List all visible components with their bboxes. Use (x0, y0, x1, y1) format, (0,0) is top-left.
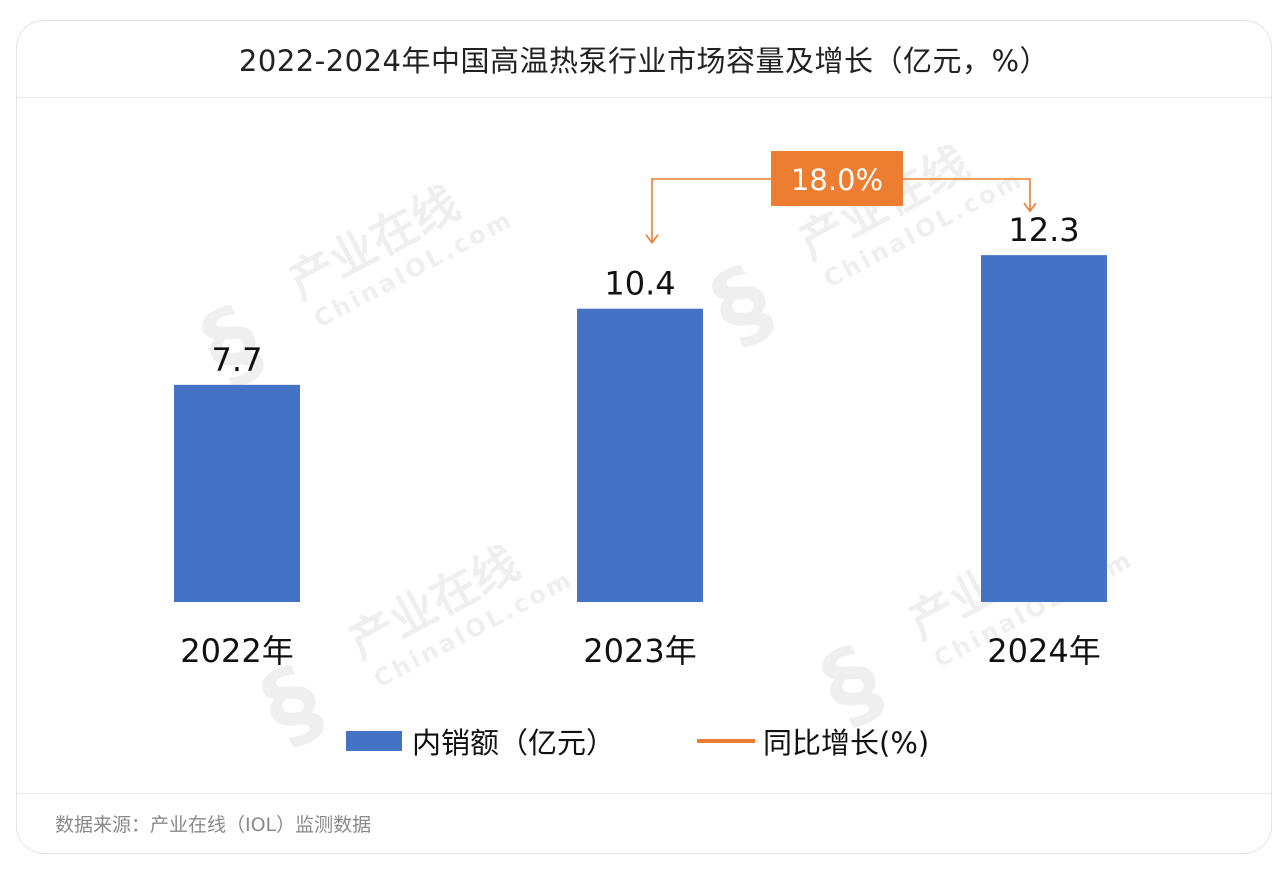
legend-label-growth: 同比增长(%) (763, 726, 930, 760)
x-tick-label-2022年: 2022年 (180, 632, 293, 670)
bar-2022年 (174, 384, 300, 602)
data-label-2023年: 10.4 (604, 265, 675, 303)
growth-label-box (771, 151, 903, 206)
watermark-logo: § (694, 243, 789, 364)
chart-title: 2022-2024年中国高温热泵行业市场容量及增长（亿元，%） (238, 44, 1050, 78)
legend-item-sales: 内销额（亿元） (346, 716, 615, 766)
title-divider (17, 97, 1271, 98)
legend-line-swatch (697, 739, 755, 743)
chart-legend: 内销额（亿元） 同比增长(%) (0, 716, 1280, 766)
growth-label-text: 18.0% (791, 163, 883, 197)
growth-arrowhead-left (645, 234, 659, 245)
data-label-2024年: 12.3 (1008, 211, 1079, 249)
data-label-2022年: 7.7 (212, 341, 263, 379)
bar-2023年 (577, 308, 703, 602)
bars-group: 7.7 2022年 10.4 2023年 12.3 2024年 (174, 211, 1107, 670)
legend-item-growth: 同比增长(%) (697, 716, 929, 766)
growth-arrowhead-right (1023, 202, 1037, 213)
bar-2024年 (981, 255, 1107, 602)
x-tick-label-2024年: 2024年 (987, 632, 1100, 670)
data-source: 数据来源：产业在线（IOL）监测数据 (55, 814, 372, 836)
legend-label-sales: 内销额（亿元） (412, 726, 616, 760)
legend-bar-swatch (346, 731, 402, 751)
growth-annotation-group: 18.0% (645, 151, 1037, 245)
x-tick-label-2023年: 2023年 (583, 632, 696, 670)
footer-divider (17, 793, 1271, 794)
